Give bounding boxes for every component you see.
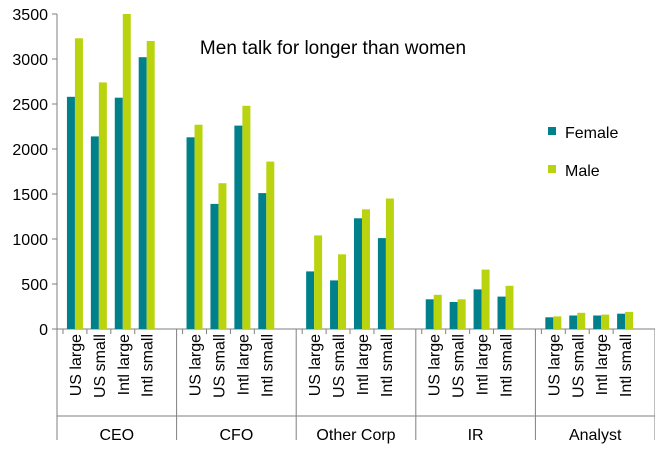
x-tick-label: US large: [307, 334, 324, 396]
x-tick-label: Intl large: [594, 334, 611, 395]
x-tick-label: Intl small: [499, 334, 516, 397]
group-label: CEO: [99, 427, 134, 444]
bar-female: [377, 238, 386, 329]
x-tick-label: Intl large: [235, 334, 252, 395]
x-tick-label: US large: [188, 334, 205, 396]
x-tick-label: Intl large: [116, 334, 133, 395]
bar-female: [617, 313, 626, 329]
y-tick-label: 2000: [12, 142, 48, 159]
bar-female: [497, 296, 506, 329]
x-tick-label: US large: [68, 334, 85, 396]
x-tick-label: US small: [211, 334, 228, 398]
bar-male: [338, 254, 347, 329]
bar-female: [473, 289, 482, 329]
bar-male: [457, 299, 466, 329]
bar-male: [314, 235, 323, 329]
x-tick-label: US small: [570, 334, 587, 398]
bar-female: [306, 271, 315, 329]
x-tick-label: Intl small: [259, 334, 276, 397]
legend-label-male: Male: [565, 163, 600, 180]
y-tick-label: 3500: [12, 7, 48, 24]
bar-female: [545, 317, 554, 329]
bar-female: [569, 315, 578, 329]
y-tick-label: 2500: [12, 97, 48, 114]
category-labels: US large US small Intl large Intl small CEO U…: [68, 334, 635, 444]
group-label: Analyst: [569, 427, 622, 444]
bars: [66, 14, 634, 330]
legend: Female Male: [548, 125, 618, 180]
y-tick-label: 1000: [12, 232, 48, 249]
legend-swatch-male: [548, 165, 556, 173]
bar-male: [577, 312, 586, 329]
bar-male: [98, 82, 107, 330]
bar-male: [266, 161, 275, 329]
bar-female: [593, 315, 602, 329]
bar-male: [505, 285, 514, 329]
y-tick-label: 0: [39, 322, 48, 339]
bar-female: [66, 96, 75, 329]
x-tick-label: Intl large: [355, 334, 372, 395]
bar-female: [90, 136, 99, 329]
y-tick-label: 1500: [12, 187, 48, 204]
x-tick-label: Intl small: [618, 334, 635, 397]
bar-male: [361, 209, 370, 329]
bar-male: [433, 294, 442, 329]
bar-female: [353, 218, 362, 329]
x-tick-label: Intl small: [379, 334, 396, 397]
bar-female: [449, 302, 458, 329]
chart-title: Men talk for longer than women: [200, 38, 466, 59]
bar-male: [385, 198, 394, 329]
bar-female: [234, 125, 243, 329]
x-tick-label: Intl large: [475, 334, 492, 395]
bar-female: [258, 193, 267, 329]
x-tick-label: US large: [427, 334, 444, 396]
bar-male: [146, 41, 155, 329]
group-label: CFO: [220, 427, 254, 444]
bar-female: [114, 97, 123, 329]
x-tick-label: US small: [451, 334, 468, 398]
group-label: Other Corp: [316, 427, 395, 444]
axes: 0 500 1000 1500 2000 2500 3000 3500: [12, 7, 655, 440]
legend-label-female: Female: [565, 125, 618, 142]
bar-male: [122, 14, 131, 329]
y-tick-label: 500: [21, 277, 48, 294]
group-label: IR: [468, 427, 484, 444]
y-tick-label: 3000: [12, 52, 48, 69]
x-tick-label: US small: [331, 334, 348, 398]
bar-female: [210, 203, 219, 329]
bar-female: [138, 57, 147, 329]
bar-male: [242, 105, 251, 329]
x-tick-label: US small: [92, 334, 109, 398]
bar-male: [218, 183, 227, 329]
legend-swatch-female: [548, 127, 556, 135]
bar-male: [481, 269, 490, 329]
bar-female: [186, 137, 195, 329]
x-tick-label: US large: [546, 334, 563, 396]
bar-male: [194, 124, 203, 329]
bar-male: [553, 316, 562, 329]
x-tick-label: Intl small: [140, 334, 157, 397]
bar-female: [330, 280, 339, 329]
bar-male: [625, 311, 634, 329]
bar-female: [425, 299, 434, 329]
bar-male: [601, 314, 610, 329]
bar-male: [74, 38, 83, 330]
